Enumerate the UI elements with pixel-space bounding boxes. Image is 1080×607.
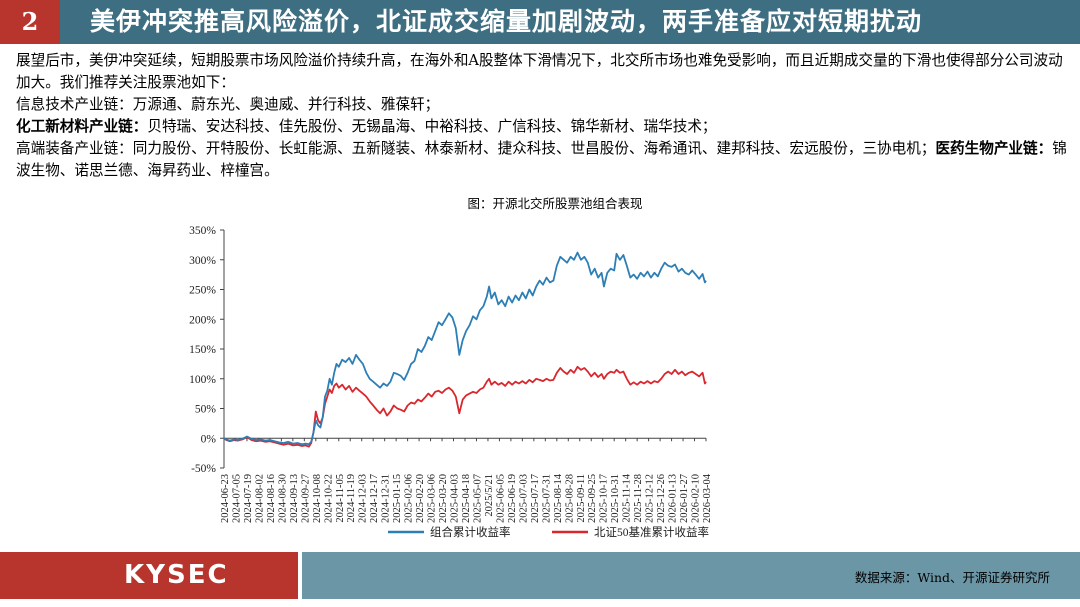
x-tick-label: 2025-02-06: [404, 474, 415, 523]
x-tick-label: 2026-01-13: [668, 474, 679, 523]
y-tick-label: 150%: [189, 344, 216, 356]
x-tick-label: 2024-12-03: [358, 474, 369, 523]
chain-line-3: 高端装备产业链：同力股份、开特股份、长虹能源、五新隧装、林泰新材、捷众科技、世昌…: [16, 138, 1068, 182]
x-tick-label: 2025-02-20: [415, 474, 426, 523]
x-tick-label: 2025-09-25: [587, 474, 598, 523]
chain-4-items: 锦波生物、诺思兰德、海昇药业、梓橦宫。: [16, 140, 1067, 179]
chain-line-2: 化工新材料产业链：贝特瑞、安达科技、佳先股份、无锡晶海、中裕科技、广信科技、锦华…: [16, 116, 1068, 138]
y-tick-label: 200%: [189, 314, 216, 326]
kysec-logo: KYSEC: [124, 560, 229, 590]
y-tick-label: 0%: [201, 433, 217, 445]
chain-1-items: 万源通、蔚东光、奥迪威、并行科技、雅葆轩；: [132, 96, 440, 113]
x-tick-label: 2025-07-31: [541, 474, 552, 523]
x-tick-label: 2026-02-10: [691, 474, 702, 523]
x-tick-label: 2024-11-05: [335, 474, 346, 523]
x-tick-label: 2025-06-05: [495, 474, 506, 523]
body-text: 展望后市，美伊冲突延续，短期股票市场风险溢价持续升高，在海外和A股整体下滑情况下…: [16, 50, 1068, 182]
y-tick-label: -50%: [191, 463, 216, 475]
chart-title: 图：开源北交所股票池组合表现: [467, 196, 643, 211]
legend-benchmark-label: 北证50基准累计收益率: [594, 525, 709, 539]
intro-paragraph: 展望后市，美伊冲突延续，短期股票市场风险溢价持续升高，在海外和A股整体下滑情况下…: [16, 52, 1063, 91]
x-tick-label: 2024-08-16: [266, 474, 277, 523]
x-tick-label: 2025-12-26: [656, 474, 667, 523]
page-title: 美伊冲突推高风险溢价，北证成交缩量加剧波动，两手准备应对短期扰动: [90, 7, 923, 36]
x-tick-label: 2025-09-11: [576, 474, 587, 523]
x-tick-label: 2024-08-02: [254, 474, 265, 523]
data-source-note: 数据来源：Wind、开源证券研究所: [854, 570, 1050, 585]
x-tick-label: 2025-07-17: [530, 474, 541, 523]
page-header: [0, 0, 1080, 44]
x-tick-label: 2024-09-13: [289, 474, 300, 523]
x-tick-label: 2025-04-18: [461, 474, 472, 523]
x-tick-label: 2024-07-05: [231, 474, 242, 523]
x-tick-label: 2026-03-04: [702, 473, 713, 523]
x-tick-label: 2025-05-07: [472, 474, 483, 523]
x-tick-label: 2025-03-06: [427, 474, 438, 523]
chain-line-1: 信息技术产业链：万源通、蔚东光、奥迪威、并行科技、雅葆轩；: [16, 94, 1068, 116]
legend-portfolio-label: 组合累计收益率: [430, 525, 511, 539]
x-tick-label: 2025-01-15: [392, 474, 403, 523]
chain-3-label: 高端装备产业链：: [16, 140, 133, 157]
y-tick-label: 50%: [195, 404, 217, 416]
x-tick-label: 2025-06-19: [507, 474, 518, 523]
y-tick-label: 300%: [189, 255, 216, 267]
chain-2-label: 化工新材料产业链：: [16, 118, 148, 135]
x-tick-label: 2026-01-27: [679, 474, 690, 523]
series-line-benchmark: [223, 365, 707, 448]
x-tick-label: 2025-10-17: [599, 474, 610, 523]
y-tick-label: 350%: [189, 225, 216, 237]
chain-3-items: 同力股份、开特股份、长虹能源、五新隧装、林泰新材、捷众科技、世昌股份、海希通讯、…: [132, 140, 936, 157]
x-tick-label: 2025-03-20: [438, 474, 449, 523]
x-tick-label: 2024-07-19: [243, 474, 254, 523]
x-tick-label: 2024-09-27: [300, 474, 311, 523]
x-tick-label: 2025-07-03: [518, 474, 529, 523]
x-tick-label: 2025-12-12: [645, 474, 656, 523]
chain-1-label: 信息技术产业链：: [16, 96, 133, 113]
x-tick-label: 2024-12-31: [381, 474, 392, 523]
x-tick-label: 2024-08-30: [277, 474, 288, 523]
x-tick-label: 2025-11-14: [622, 473, 633, 522]
x-tick-label: 2024-10-08: [312, 474, 323, 523]
x-tick-label: 2025/5/21: [484, 474, 495, 517]
footer-logo-bar: [0, 552, 298, 599]
x-tick-label: 2025-04-03: [450, 474, 461, 523]
footer-source-bar: [302, 552, 1080, 599]
y-tick-label: 250%: [189, 285, 216, 297]
x-tick-label: 2024-11-19: [346, 474, 357, 523]
x-tick-label: 2025-08-28: [564, 474, 575, 523]
performance-line-chart: 350% 300% 250% 200% 150% 100% 50% 0% -50% 2024-06…: [189, 225, 713, 539]
section-number-badge: 2: [0, 0, 60, 44]
x-tick-label: 2025-11-28: [633, 474, 644, 523]
chain-4-label: 医药生物产业链：: [935, 140, 1053, 157]
chain-2-items: 贝特瑞、安达科技、佳先股份、无锡晶海、中裕科技、广信科技、锦华新材、瑞华技术；: [147, 118, 717, 135]
y-tick-label: 100%: [189, 374, 216, 386]
x-tick-label: 2024-12-17: [369, 474, 380, 523]
x-tick-label: 2025-10-31: [610, 474, 621, 523]
series-line-portfolio: [223, 251, 707, 446]
x-tick-label: 2024-06-23: [220, 474, 231, 523]
x-tick-label: 2025-08-14: [553, 473, 564, 523]
x-tick-label: 2024-10-22: [323, 474, 334, 523]
